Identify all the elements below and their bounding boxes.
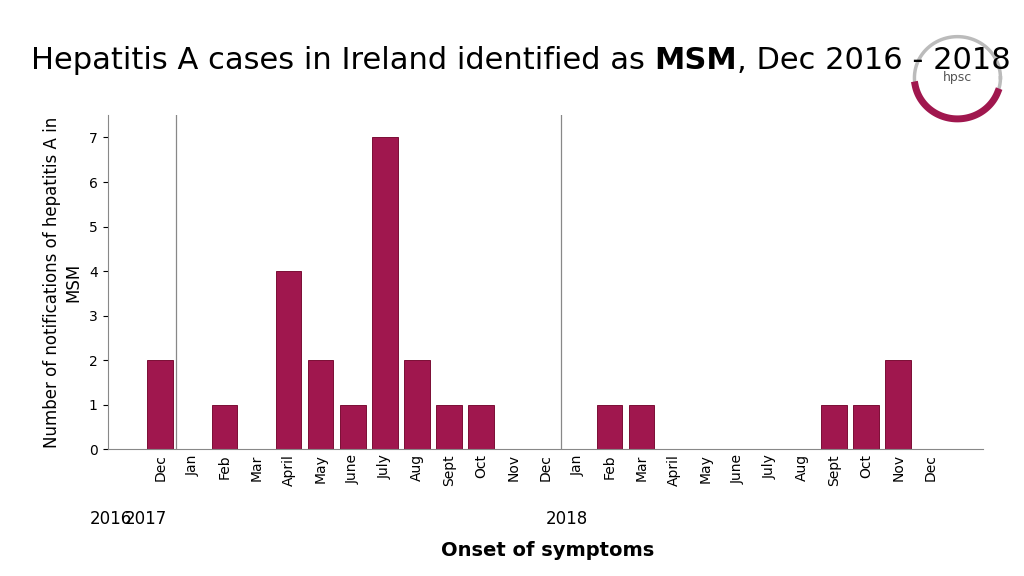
Text: MSM: MSM — [654, 46, 737, 75]
Bar — [629, 405, 654, 449]
Bar — [372, 138, 397, 449]
Text: , Dec 2016 - 2018: , Dec 2016 - 2018 — [737, 46, 1011, 75]
Bar — [212, 405, 238, 449]
Bar — [404, 360, 430, 449]
Y-axis label: Number of notifications of hepatitis A in
MSM: Number of notifications of hepatitis A i… — [43, 116, 82, 448]
Bar — [821, 405, 847, 449]
Bar — [340, 405, 366, 449]
Bar — [436, 405, 462, 449]
Bar — [597, 405, 623, 449]
Text: hpsc: hpsc — [943, 71, 972, 84]
Bar — [308, 360, 334, 449]
Bar — [275, 271, 301, 449]
Text: 2017: 2017 — [125, 510, 167, 528]
Text: Onset of symptoms: Onset of symptoms — [441, 541, 654, 559]
Text: Hepatitis A cases in Ireland identified as: Hepatitis A cases in Ireland identified … — [31, 46, 654, 75]
Text: 2018: 2018 — [545, 510, 588, 528]
Text: 2016: 2016 — [90, 510, 132, 528]
Bar — [886, 360, 911, 449]
Bar — [853, 405, 879, 449]
Bar — [147, 360, 173, 449]
Bar — [468, 405, 494, 449]
